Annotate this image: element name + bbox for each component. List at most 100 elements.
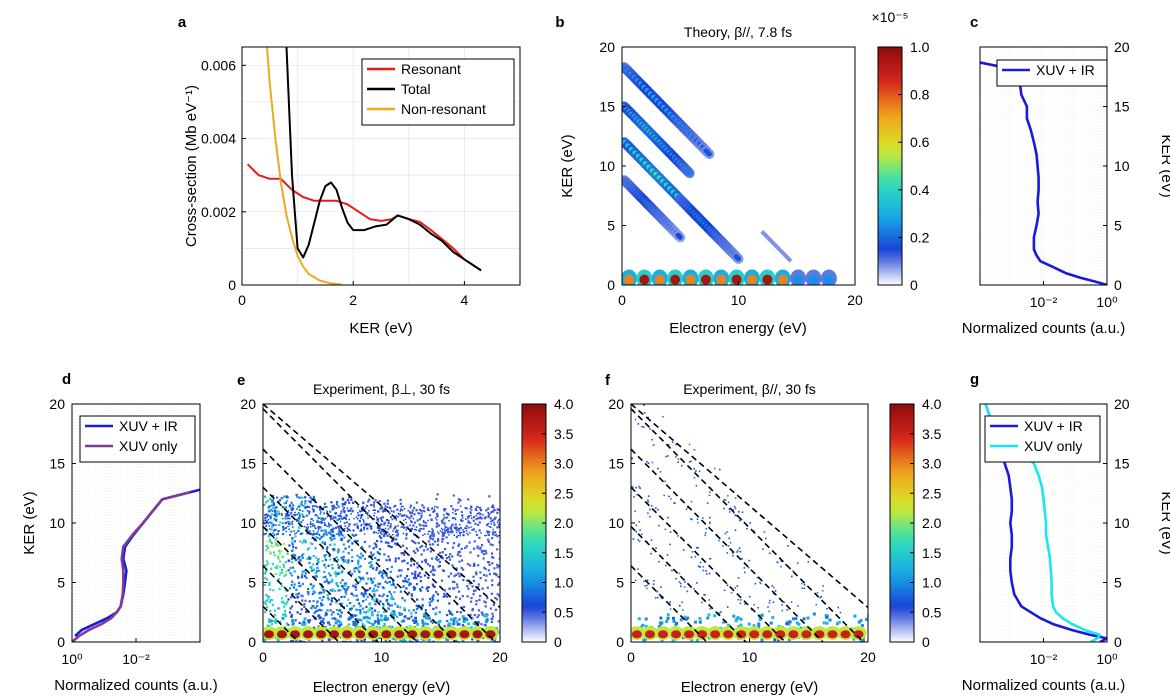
- count-pixel: [472, 519, 475, 522]
- count-pixel: [287, 520, 290, 524]
- plot-area: [980, 61, 1107, 285]
- count-pixel: [709, 516, 711, 519]
- count-pixel: [375, 516, 378, 519]
- count-pixel: [739, 623, 743, 627]
- count-pixel: [322, 591, 326, 594]
- count-pixel: [484, 567, 487, 571]
- count-pixel: [327, 564, 330, 567]
- count-pixel: [393, 612, 397, 616]
- count-pixel: [424, 561, 427, 564]
- count-pixel: [265, 560, 269, 563]
- count-pixel: [399, 606, 402, 609]
- count-pixel: [351, 620, 355, 623]
- count-pixel: [481, 612, 484, 615]
- count-pixel: [491, 506, 494, 508]
- count-pixel: [357, 568, 360, 571]
- count-pixel: [352, 621, 356, 625]
- x-tick-label: 20: [847, 292, 863, 308]
- count-pixel: [448, 534, 450, 536]
- count-pixel: [316, 519, 319, 522]
- count-pixel: [279, 571, 282, 574]
- count-pixel: [678, 604, 681, 607]
- count-pixel: [351, 533, 354, 536]
- count-pixel: [697, 547, 699, 549]
- count-pixel: [313, 509, 315, 511]
- count-pixel: [274, 514, 276, 517]
- count-pixel: [361, 508, 364, 512]
- count-pixel: [345, 604, 349, 607]
- y-tick-label: 20: [608, 396, 624, 412]
- colorbar-tick-label: 1.5: [922, 545, 942, 561]
- count-pixel: [391, 609, 394, 612]
- count-pixel: [407, 578, 410, 581]
- count-pixel: [431, 543, 435, 546]
- count-pixel: [267, 618, 271, 622]
- count-pixel: [390, 540, 394, 543]
- count-pixel: [359, 517, 362, 520]
- count-pixel: [741, 557, 744, 560]
- count-pixel: [274, 618, 277, 621]
- count-pixel: [748, 595, 751, 598]
- count-pixel: [284, 501, 287, 505]
- count-pixel: [285, 512, 288, 516]
- count-pixel: [296, 513, 299, 516]
- count-pixel: [477, 583, 480, 586]
- count-pixel: [290, 615, 293, 618]
- count-pixel: [410, 615, 413, 618]
- count-pixel: [301, 521, 303, 523]
- count-pixel: [772, 601, 775, 604]
- count-pixel: [402, 525, 405, 528]
- count-pixel: [828, 618, 832, 622]
- count-pixel: [698, 470, 701, 473]
- count-pixel: [418, 529, 421, 533]
- count-pixel: [384, 527, 387, 530]
- count-pixel: [646, 579, 649, 582]
- count-pixel: [330, 515, 333, 517]
- count-pixel: [361, 622, 364, 625]
- count-pixel: [378, 594, 381, 597]
- count-pixel: [391, 518, 394, 521]
- count-pixel: [419, 528, 421, 530]
- count-pixel: [373, 577, 376, 580]
- count-pixel: [373, 593, 376, 596]
- count-pixel: [498, 541, 500, 544]
- y-tick-label: 5: [57, 575, 65, 591]
- count-pixel: [458, 543, 461, 546]
- count-pixel: [291, 621, 295, 625]
- count-pixel: [382, 604, 385, 608]
- count-pixel: [415, 582, 419, 586]
- count-pixel: [797, 622, 801, 626]
- count-pixel: [469, 564, 472, 567]
- count-pixel: [753, 603, 756, 606]
- count-pixel: [651, 438, 653, 441]
- count-pixel: [415, 501, 418, 504]
- count-pixel: [297, 506, 299, 508]
- count-pixel: [312, 519, 315, 522]
- count-pixel: [739, 617, 743, 621]
- count-pixel: [323, 521, 326, 524]
- count-pixel: [303, 516, 305, 518]
- band-spot: [731, 274, 742, 285]
- count-pixel: [402, 519, 405, 522]
- count-pixel: [720, 611, 722, 613]
- count-pixel: [496, 593, 499, 596]
- count-pixel: [477, 614, 480, 617]
- count-pixel: [493, 639, 496, 642]
- y-axis-label: KER (eV): [21, 491, 38, 554]
- count-pixel: [343, 559, 346, 562]
- count-pixel: [409, 506, 411, 509]
- count-pixel: [336, 619, 340, 623]
- count-pixel: [455, 509, 457, 511]
- count-pixel: [355, 540, 358, 543]
- count-pixel: [409, 524, 411, 526]
- count-pixel: [644, 617, 648, 621]
- count-pixel: [825, 621, 829, 625]
- count-pixel: [739, 519, 741, 522]
- count-pixel: [299, 612, 302, 616]
- count-pixel: [341, 579, 344, 582]
- count-pixel: [387, 522, 390, 524]
- count-pixel: [465, 618, 469, 622]
- count-pixel: [308, 530, 311, 533]
- count-pixel: [480, 623, 483, 626]
